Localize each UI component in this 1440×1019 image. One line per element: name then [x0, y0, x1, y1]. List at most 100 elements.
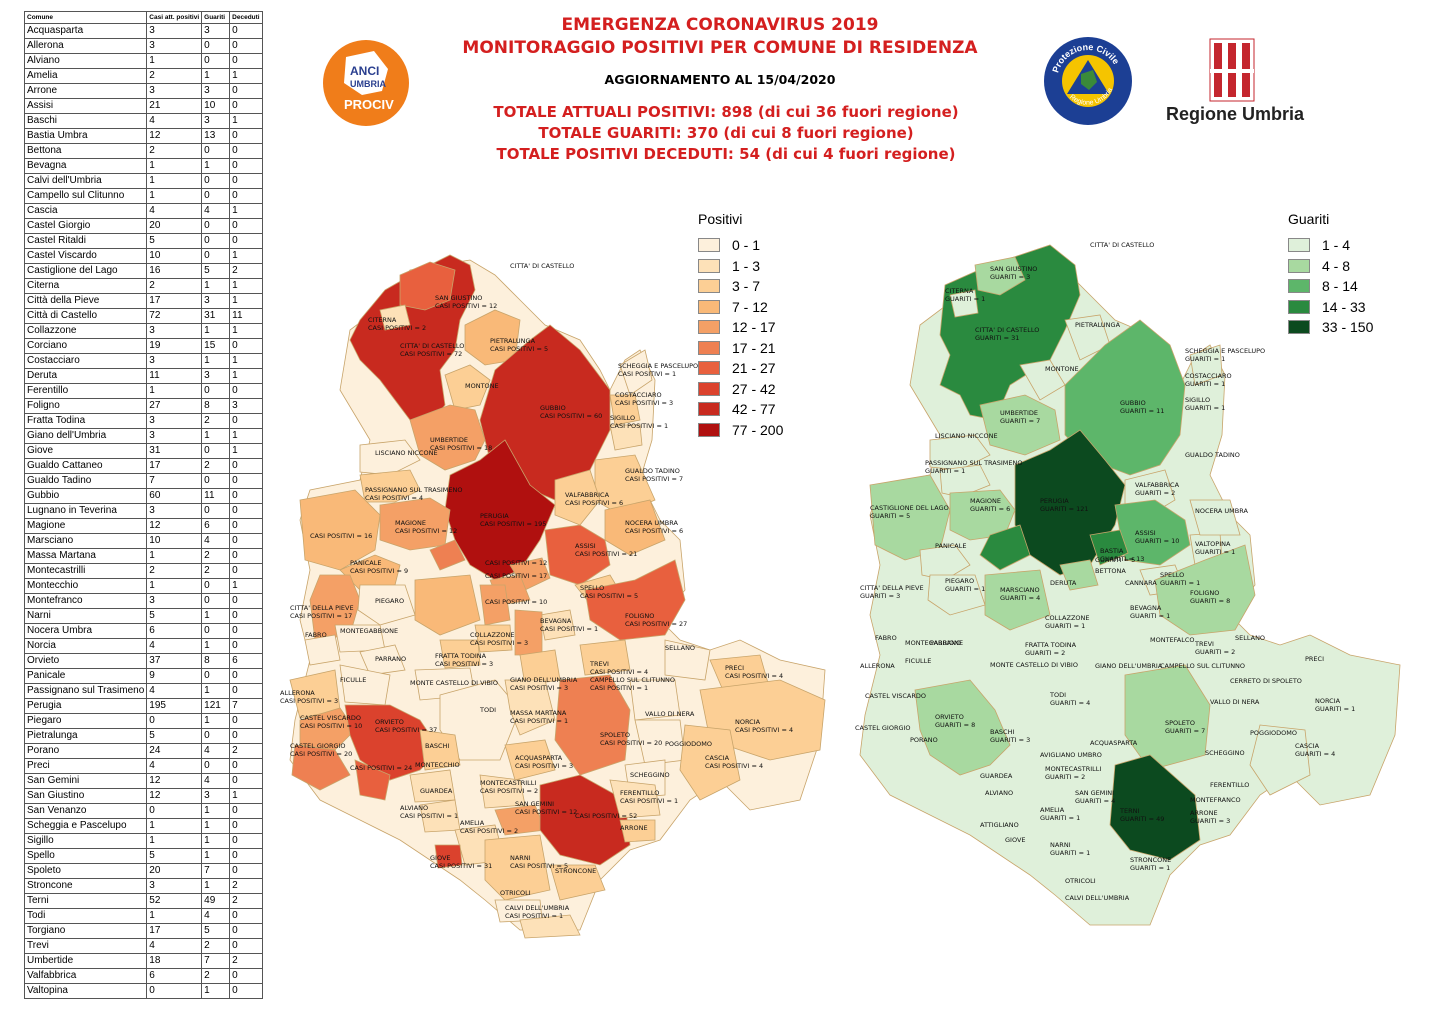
- anci-logo-region-shape: [344, 51, 388, 95]
- legend-swatch: [698, 258, 720, 273]
- guariti-name-label: LISCIANO NICCONE: [935, 432, 998, 440]
- table-row: Magione 12 6 0: [23, 518, 263, 534]
- guariti-name-label: ALLERONA: [860, 662, 895, 670]
- positivi-name-label: AMELIA: [460, 819, 485, 827]
- positivi-name-label: SPOLETO: [600, 731, 630, 739]
- guariti-value-label: GUARITI = 1: [945, 295, 985, 303]
- cell-deceduti: 0: [229, 803, 263, 819]
- cell-comune: Panicale: [23, 668, 148, 684]
- cell-guariti: 1: [201, 608, 231, 624]
- municipality-passignano: [939, 464, 991, 498]
- positivi-name-label: SPELLO: [580, 584, 604, 592]
- cell-comune: Porano: [23, 743, 148, 759]
- positivi-value-label: CASI POSITIVI = 20: [600, 739, 662, 747]
- cell-comune: Gualdo Tadino: [23, 473, 148, 489]
- positivi-name-label: NOCERA UMBRA: [625, 519, 678, 527]
- cell-deceduti: 1: [229, 68, 263, 84]
- cell-deceduti: 1: [229, 578, 263, 594]
- cell-positivi: 72: [146, 308, 203, 324]
- positivi-value-label: CASI POSITIVI = 7: [625, 475, 683, 483]
- cell-guariti: 4: [201, 203, 231, 219]
- cell-guariti: 0: [201, 593, 231, 609]
- municipality-bastia: [1089, 529, 1129, 566]
- positivi-name-label: VALLO DI NERA: [645, 710, 695, 718]
- table-row: Giove 31 0 1: [23, 443, 263, 459]
- municipality-lisciano: [929, 434, 991, 471]
- municipality-castel-giorgio: [291, 744, 351, 791]
- positivi-value-label: CASI POSITIVI = 1: [610, 422, 668, 430]
- positivi-name-label: PERUGIA: [480, 512, 509, 520]
- guariti-value-label: GUARITI = 4: [1075, 797, 1115, 805]
- cell-comune: Montecchio: [23, 578, 148, 594]
- cell-positivi: 6: [146, 968, 203, 984]
- cell-guariti: 1: [201, 983, 231, 999]
- legend-item: 3 - 7: [698, 276, 783, 297]
- guariti-name-label: PIEGARO: [945, 577, 974, 585]
- table-row: Alviano 1 0 0: [23, 53, 263, 69]
- table-row: Corciano 19 15 0: [23, 338, 263, 354]
- positivi-name-label: SELLANO: [665, 644, 695, 652]
- cell-positivi: 0: [146, 803, 203, 819]
- guariti-value-label: GUARITI = 7: [1000, 417, 1040, 425]
- municipality-calvi: [519, 914, 581, 939]
- guariti-name-label: ASSISI: [1135, 529, 1156, 537]
- positivi-name-label: MONTECCHIO: [415, 761, 460, 769]
- cell-deceduti: 0: [229, 23, 263, 39]
- cell-deceduti: 0: [229, 713, 263, 729]
- legend-label: 0 - 1: [732, 237, 761, 254]
- guariti-name-label: MONTE CASTELLO DI VIBIO: [990, 661, 1078, 669]
- guariti-value-label: GUARITI = 1: [1045, 622, 1085, 630]
- legend-guariti-title: Guariti: [1288, 211, 1330, 227]
- cell-comune: Valfabbrica: [23, 968, 148, 984]
- guariti-name-label: MARSCIANO: [1000, 586, 1040, 594]
- positivi-name-label: OTRICOLI: [500, 889, 531, 897]
- positivi-value-label: CASI POSITIVI = 31: [430, 862, 492, 870]
- cell-positivi: 1: [146, 383, 203, 399]
- title-line-2: MONITORAGGIO POSITIVI PER COMUNE DI RESI…: [462, 38, 978, 58]
- cell-positivi: 18: [146, 953, 203, 969]
- positivi-name-label: ACQUASPARTA: [515, 754, 563, 762]
- table-row: Passignano sul Trasimeno 4 1 0: [23, 683, 263, 699]
- guariti-name-label: AVIGLIANO UMBRO: [1040, 751, 1102, 759]
- cell-comune: Calvi dell'Umbria: [23, 173, 148, 189]
- legend-swatch: [698, 238, 720, 253]
- municipality-assisi: [544, 524, 611, 586]
- legend-item: 77 - 200: [698, 420, 783, 441]
- municipality-stroncone: [549, 864, 606, 901]
- guariti-name-label: MONTEFALCO: [1150, 636, 1195, 644]
- cell-positivi: 1: [146, 818, 203, 834]
- municipality-montone: [444, 364, 491, 411]
- municipality-fabro: [304, 634, 341, 666]
- municipality-nocera-umbra: [1189, 499, 1241, 536]
- guariti-name-label: BASTIA: [1100, 547, 1124, 555]
- municipality-orvieto: [344, 704, 441, 781]
- positivi-name-label: GIOVE: [430, 854, 451, 862]
- guariti-value-label: GUARITI = 4: [1000, 594, 1040, 602]
- cell-guariti: 3: [201, 113, 231, 129]
- cell-comune: Gubbio: [23, 488, 148, 504]
- legend-swatch: [698, 279, 720, 294]
- legend-item: 12 - 17: [698, 317, 783, 338]
- cell-deceduti: 0: [229, 338, 263, 354]
- positivi-value-label: CASI POSITIVI = 1: [590, 684, 648, 692]
- cell-comune: Castiglione del Lago: [23, 263, 148, 279]
- positivi-name-label: PIEGARO: [375, 597, 404, 605]
- cell-guariti: 1: [201, 68, 231, 84]
- legend-swatch: [698, 340, 720, 355]
- cell-comune: Corciano: [23, 338, 148, 354]
- table-row: San Giustino 12 3 1: [23, 788, 263, 804]
- cell-positivi: 4: [146, 758, 203, 774]
- guariti-name-label: SPOLETO: [1165, 719, 1195, 727]
- cell-comune: Allerona: [23, 38, 148, 54]
- positivi-value-label: CASI POSITIVI = 20: [290, 750, 352, 758]
- cell-positivi: 1: [146, 188, 203, 204]
- positivi-name-label: VALFABBRICA: [565, 491, 610, 499]
- positivi-name-label: GUBBIO: [540, 404, 566, 412]
- cell-deceduti: 3: [229, 398, 263, 414]
- cell-positivi: 12: [146, 128, 203, 144]
- cell-positivi: 3: [146, 428, 203, 444]
- cell-guariti: 2: [201, 413, 231, 429]
- legend-item: 7 - 12: [698, 297, 783, 318]
- cell-deceduti: 0: [229, 623, 263, 639]
- cell-guariti: 1: [201, 428, 231, 444]
